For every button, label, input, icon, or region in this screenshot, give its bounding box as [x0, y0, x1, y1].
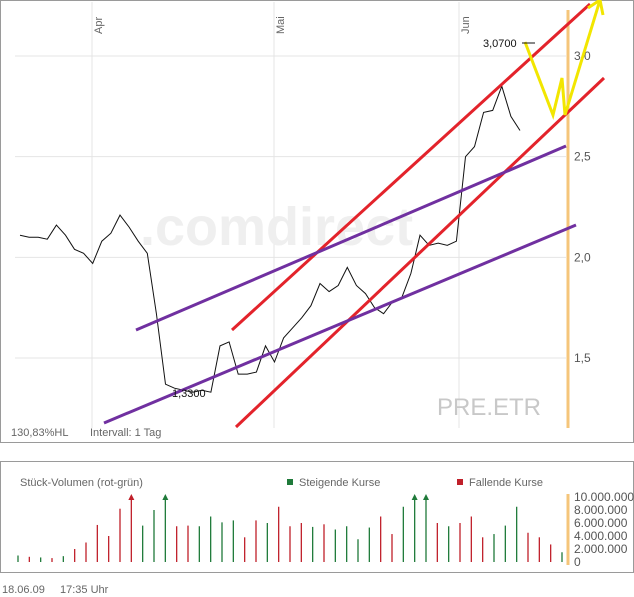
footer-time: 17:35 Uhr	[60, 584, 109, 596]
forecast-path-yellow	[523, 0, 602, 121]
volume-overflow-arrow	[128, 494, 135, 500]
price-panel-frame	[0, 0, 634, 443]
interval-info: Intervall: 1 Tag	[90, 427, 161, 439]
legend-falling-label: Fallende Kurse	[469, 477, 543, 489]
annotations: 3,0700 1,3300	[172, 38, 535, 400]
x-month-label: Mai	[275, 16, 287, 34]
trend-purple-lower	[103, 223, 577, 425]
trend-purple-upper	[135, 144, 567, 332]
footer-date: 18.06.09	[2, 584, 45, 596]
low-annotation: 1,3300	[172, 388, 206, 400]
y-tick-label: 2,0	[574, 250, 591, 264]
volume-y-ticks: 10.000.0008.000.0006.000.0004.000.0002.0…	[574, 490, 634, 569]
price-gridlines	[15, 2, 566, 428]
y-tick-label: 1,5	[574, 351, 591, 365]
forecast-arrowhead	[587, 0, 605, 16]
watermark: .comdirect	[140, 197, 413, 257]
trend-lines	[103, 2, 606, 429]
trend-red-lower	[234, 76, 606, 429]
legend-falling-swatch	[457, 479, 463, 485]
volume-y-tick-label: 8.000.000	[574, 503, 628, 517]
high-annotation: 3,0700	[483, 38, 517, 50]
volume-y-tick-label: 0	[574, 555, 581, 569]
volume-overflow-arrow	[411, 494, 418, 500]
legend-rising-label: Steigende Kurse	[299, 477, 380, 489]
y-tick-label: 2,5	[574, 150, 591, 164]
forecast-arrows	[523, 0, 605, 121]
x-month-label: Apr	[93, 17, 105, 34]
volume-y-tick-label: 4.000.000	[574, 529, 628, 543]
volume-overflow-arrow	[162, 494, 169, 500]
x-month-label: Jun	[460, 16, 472, 34]
range-info: 130,83%HL	[11, 427, 69, 439]
symbol-label: PRE.ETR	[437, 394, 541, 421]
volume-title: Stück-Volumen (rot-grün)	[20, 477, 143, 489]
x-axis-month-labels: Apr Mai Jun	[93, 16, 472, 34]
volume-overflow-arrow	[423, 494, 429, 500]
volume-bars	[17, 494, 563, 562]
volume-y-tick-label: 2.000.000	[574, 542, 628, 556]
volume-y-tick-label: 10.000.000	[574, 490, 634, 504]
legend-rising-swatch	[287, 479, 293, 485]
volume-y-tick-label: 6.000.000	[574, 516, 628, 530]
